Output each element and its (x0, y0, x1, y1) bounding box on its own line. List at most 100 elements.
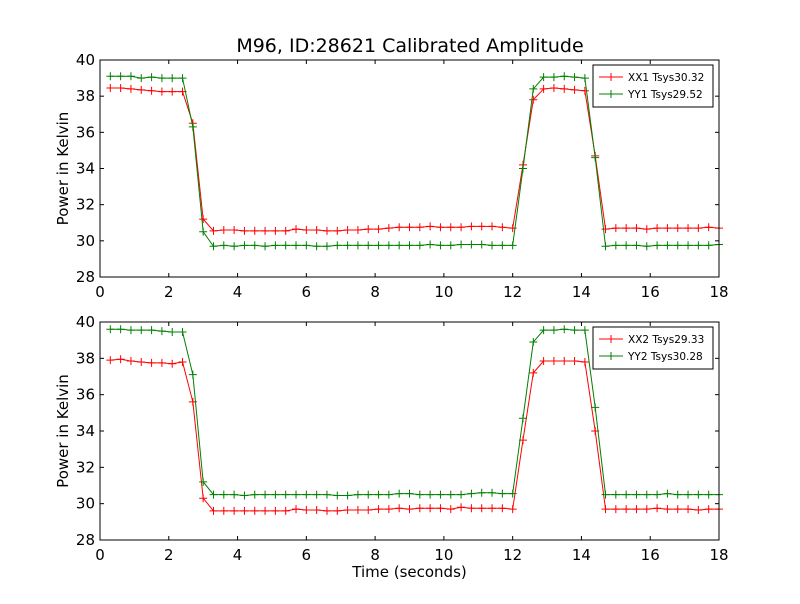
y-tick-label: 30 (76, 232, 95, 250)
data-point: XX2 Tsys29.33: (6.6, 29.6) (322, 506, 331, 515)
data-point: YY1 Tsys29.52: (10.2, 29.75) (446, 241, 455, 250)
data-point: YY1 Tsys29.52: (4.5, 29.75) (250, 241, 259, 250)
data-point: XX2 Tsys29.33: (11.7, 29.75) (498, 504, 507, 513)
data-point: XX2 Tsys29.33: (15.6, 29.7) (632, 505, 641, 514)
data-point: XX2 Tsys29.33: (10.5, 29.8) (457, 503, 466, 512)
data-point: XX1 Tsys30.32: (5.7, 30.65) (292, 225, 301, 234)
data-point: XX2 Tsys29.33: (4.8, 29.6) (261, 506, 270, 515)
data-point: YY2 Tsys30.28: (4.8, 30.5) (261, 490, 270, 499)
data-point: XX2 Tsys29.33: (0.9, 37.85) (126, 357, 135, 366)
data-point: XX2 Tsys29.33: (11.1, 29.75) (477, 504, 486, 513)
data-point: YY2 Tsys30.28: (12.6, 38.9) (529, 337, 538, 346)
legend-label: YY2 Tsys30.28 (627, 351, 703, 363)
data-point: YY2 Tsys30.28: (16.2, 30.5) (653, 490, 662, 499)
data-point: XX2 Tsys29.33: (12.6, 37.2) (529, 368, 538, 377)
data-point: XX2 Tsys29.33: (5.7, 29.7) (292, 505, 301, 514)
data-point: XX2 Tsys29.33: (6, 29.65) (302, 506, 311, 515)
data-point: XX1 Tsys30.32: (10.8, 30.8) (467, 222, 476, 231)
data-point: XX1 Tsys30.32: (4.2, 30.55) (240, 226, 249, 235)
data-point: YY1 Tsys29.52: (14.7, 29.7) (601, 242, 610, 251)
data-point: XX1 Tsys30.32: (8.4, 30.7) (384, 224, 393, 233)
data-point: YY2 Tsys30.28: (0.9, 39.55) (126, 326, 135, 335)
data-point: YY1 Tsys29.52: (5.1, 29.75) (271, 241, 280, 250)
legend-marker (607, 73, 615, 81)
data-point: XX2 Tsys29.33: (13.5, 37.85) (560, 357, 569, 366)
data-point: YY1 Tsys29.52: (14.1, 39) (580, 74, 589, 83)
data-point: XX2 Tsys29.33: (5.4, 29.6) (281, 506, 290, 515)
y-tick-label: 36 (76, 386, 95, 404)
data-point: XX1 Tsys30.32: (12.6, 37.8) (529, 95, 538, 104)
data-point: XX2 Tsys29.33: (15.3, 29.7) (622, 505, 631, 514)
data-point: XX1 Tsys30.32: (3.3, 30.55) (209, 226, 218, 235)
data-point: XX1 Tsys30.32: (0.6, 38.45) (116, 84, 125, 93)
data-point: YY1 Tsys29.52: (1.2, 39) (137, 74, 146, 83)
legend-marker (607, 352, 615, 360)
y-tick-label: 34 (76, 160, 95, 178)
data-point: XX2 Tsys29.33: (1.8, 37.75) (157, 358, 166, 367)
data-point: YY2 Tsys30.28: (15.6, 30.5) (632, 490, 641, 499)
x-tick-label: 14 (572, 546, 591, 564)
y-tick-label: 40 (76, 51, 95, 69)
data-point: XX1 Tsys30.32: (9.3, 30.75) (415, 223, 424, 232)
data-point: YY2 Tsys30.28: (6, 30.5) (302, 490, 311, 499)
data-point: YY1 Tsys29.52: (13.2, 39.05) (549, 73, 558, 82)
data-point: XX2 Tsys29.33: (12, 29.7) (508, 505, 517, 514)
data-point: XX1 Tsys30.32: (15.3, 30.7) (622, 224, 631, 233)
legend-marker (607, 335, 615, 343)
data-point: YY2 Tsys30.28: (17.1, 30.5) (684, 490, 693, 499)
data-point: YY1 Tsys29.52: (10.8, 29.8) (467, 240, 476, 249)
y-tick-label: 28 (76, 268, 95, 286)
data-point: YY1 Tsys29.52: (7.2, 29.75) (343, 241, 352, 250)
data-point: XX1 Tsys30.32: (7.5, 30.6) (353, 225, 362, 234)
data-point: YY2 Tsys30.28: (2.4, 39.45) (178, 327, 187, 336)
data-point: XX2 Tsys29.33: (3.3, 29.6) (209, 506, 218, 515)
data-point: XX2 Tsys29.33: (13.2, 37.85) (549, 357, 558, 366)
data-point: YY1 Tsys29.52: (11.4, 29.75) (488, 241, 497, 250)
data-point: XX2 Tsys29.33: (10.2, 29.7) (446, 505, 455, 514)
data-point: YY1 Tsys29.52: (0.6, 39.1) (116, 72, 125, 81)
legend-label: XX1 Tsys30.32 (628, 72, 704, 84)
data-point: YY1 Tsys29.52: (15.6, 29.75) (632, 241, 641, 250)
x-axis-label: Time (seconds) (351, 563, 467, 581)
data-point: XX2 Tsys29.33: (4.5, 29.6) (250, 506, 259, 515)
data-point: YY1 Tsys29.52: (2.7, 36.3) (188, 122, 197, 131)
data-point: YY1 Tsys29.52: (12.6, 38.4) (529, 84, 538, 93)
data-point: XX1 Tsys30.32: (13.2, 38.45) (549, 84, 558, 93)
data-point: XX2 Tsys29.33: (1.5, 37.75) (147, 358, 156, 367)
data-point: YY1 Tsys29.52: (12.9, 39.05) (539, 73, 548, 82)
data-point: XX2 Tsys29.33: (16.8, 29.7) (673, 505, 682, 514)
data-point: XX1 Tsys30.32: (5.1, 30.55) (271, 226, 280, 235)
data-point: XX2 Tsys29.33: (2.4, 37.8) (178, 357, 187, 366)
data-point: YY1 Tsys29.52: (13.5, 39.1) (560, 72, 569, 81)
data-point: YY2 Tsys30.28: (4.5, 30.5) (250, 490, 259, 499)
data-point: YY1 Tsys29.52: (17.1, 29.75) (684, 241, 693, 250)
data-point: YY2 Tsys30.28: (1.2, 39.55) (137, 326, 146, 335)
data-point: XX1 Tsys30.32: (2.1, 38.25) (168, 87, 177, 96)
data-point: YY2 Tsys30.28: (3.6, 30.5) (219, 490, 228, 499)
data-point: YY1 Tsys29.52: (15.9, 29.7) (642, 242, 651, 251)
data-point: XX1 Tsys30.32: (6.6, 30.55) (322, 226, 331, 235)
data-point: YY1 Tsys29.52: (6, 29.75) (302, 241, 311, 250)
legend-entry: XX1 Tsys30.32 (599, 72, 704, 84)
top-plot-panel: XX1 Tsys30.32: (0.3, 38.45)XX1 Tsys30.32… (54, 51, 729, 301)
x-tick-label: 18 (709, 546, 728, 564)
data-point: XX2 Tsys29.33: (8.4, 29.7) (384, 505, 393, 514)
data-point: YY2 Tsys30.28: (10.5, 30.5) (457, 490, 466, 499)
chart-title: M96, ID:28621 Calibrated Amplitude (236, 35, 583, 57)
data-point: YY1 Tsys29.52: (4.8, 29.7) (261, 242, 270, 251)
data-point: XX1 Tsys30.32: (17.4, 30.7) (694, 224, 703, 233)
y-axis-label: Power in Kelvin (54, 112, 72, 226)
x-tick-label: 16 (641, 283, 660, 301)
data-point: XX2 Tsys29.33: (17.7, 29.7) (704, 505, 713, 514)
data-point: YY2 Tsys30.28: (9, 30.55) (405, 489, 414, 498)
data-point: YY1 Tsys29.52: (6.3, 29.7) (312, 242, 321, 251)
data-point: XX2 Tsys29.33: (16.2, 29.75) (653, 504, 662, 513)
data-point: XX1 Tsys30.32: (5.4, 30.55) (281, 226, 290, 235)
data-point: YY1 Tsys29.52: (15.3, 29.75) (622, 241, 631, 250)
data-point: YY1 Tsys29.52: (8.7, 29.75) (395, 241, 404, 250)
x-tick-label: 14 (572, 283, 591, 301)
data-point: YY2 Tsys30.28: (15, 30.5) (611, 490, 620, 499)
legend-label: XX2 Tsys29.33 (628, 334, 704, 346)
data-point: YY1 Tsys29.52: (15, 29.75) (611, 241, 620, 250)
data-point: YY2 Tsys30.28: (7.2, 30.45) (343, 491, 352, 500)
